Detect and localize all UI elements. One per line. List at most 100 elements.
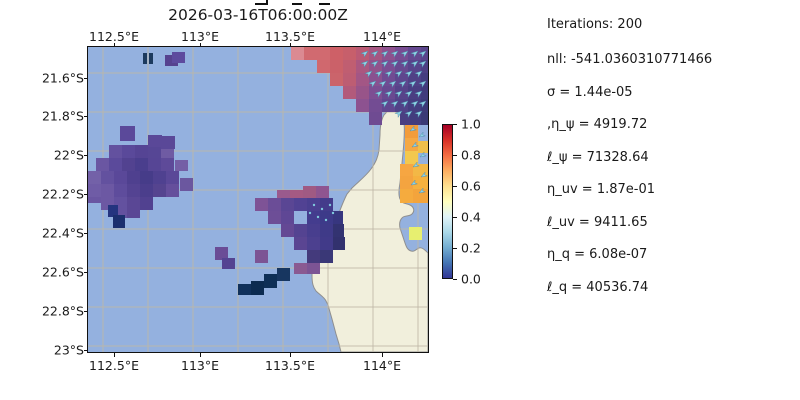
heat-cell [409,227,422,240]
quiver-arrow [384,70,393,79]
heat-cell [135,158,148,171]
axis-label-left: 23°S [53,342,84,358]
quiver-arrow [404,70,413,79]
heat-cell [333,237,345,250]
quiver-dot [312,203,316,207]
heat-cell [333,211,343,224]
heat-cell [421,73,428,86]
quiver-arrow [418,131,427,138]
quiver-arrow [400,50,409,59]
quiver-dot [324,218,328,222]
heat-cell [264,274,277,288]
axis-tick-left [83,77,88,79]
title-overline-mark [266,0,268,5]
heat-cell [88,171,101,184]
heat-cell [255,198,268,211]
quiver-arrow [374,70,383,79]
axis-tick-top [113,43,115,47]
heat-cell [343,47,356,60]
axis-label-left: 21.6°S [41,70,84,86]
heat-cell [330,47,343,60]
heat-cell [172,52,185,63]
heat-cell [149,53,153,64]
quiver-arrow [404,90,413,99]
heat-cell [166,184,179,197]
quiver-arrow [394,90,403,99]
heat-cell [408,86,421,99]
heat-cell [343,60,356,73]
quiver-arrow [418,60,427,69]
heat-cell [148,158,161,171]
heat-cell [317,47,330,60]
quiver-arrow [374,90,383,99]
heat-cell [238,284,251,295]
quiver-dot [320,207,324,211]
heat-cell [175,160,188,171]
axis-tick-left [83,310,88,312]
heat-cell [320,237,333,250]
heat-cell [421,86,428,99]
heat-cell [400,164,413,176]
quiver-arrow [410,50,419,59]
axis-tick-top [289,43,291,47]
quiver-arrow [410,100,419,109]
heat-cell [410,112,421,125]
quiver-arrow [418,80,427,89]
heat-cell [421,60,428,73]
colorbar-tick-label: 0.0 [461,271,481,287]
heat-cell [101,184,114,197]
quiver-arrow [410,179,419,186]
quiver-arrow [394,110,403,119]
quiver-arrow [418,187,427,194]
heat-cell [140,171,153,184]
axis-tick-left [83,349,88,351]
heat-cell [317,60,330,73]
map-canvas [88,47,429,353]
axis-label-left: 22.4°S [41,225,84,241]
quiver-arrow [388,80,397,89]
quiver-arrow [404,110,413,119]
heat-cell [294,224,307,237]
plot-title: 2026-03-16T06:00:00Z [168,6,348,24]
heat-cell [356,99,369,112]
quiver-arrow [400,60,409,69]
axis-label-bottom: 112.5°E [89,358,139,373]
quiver-dot [316,215,320,219]
heat-cell [127,197,140,210]
heat-cell [215,247,228,260]
heat-cell [114,184,127,197]
heat-cell [307,263,320,274]
title-overline-mark [292,3,302,5]
heat-cell [294,263,307,274]
heat-cell [160,136,175,149]
axis-tick-top [199,43,201,47]
axis-tick-top [381,43,383,47]
quiver-arrow [380,60,389,69]
quiver-arrow [360,50,369,59]
heat-cell [307,224,320,237]
heat-cell [88,197,101,203]
axis-label-top: 113.5°E [265,29,315,44]
heat-cell [122,158,135,171]
quiver-arrow [400,100,409,109]
colorbar-tick [453,247,457,249]
quiver-arrow [412,161,421,168]
heat-cell [135,145,148,158]
heat-cell [400,189,413,203]
heat-cell [127,171,140,184]
heat-cell [356,86,369,99]
map-plot-area [87,46,429,353]
quiver-dot [328,203,332,207]
heat-cell [140,197,153,210]
heat-cell [304,47,317,60]
heat-cell [413,189,428,203]
heat-cell [109,145,122,158]
axis-label-left: 22.6°S [41,264,84,280]
heat-cell [277,268,290,281]
heat-cell [114,171,127,184]
quiver-arrow [409,125,418,132]
heat-cell [101,171,114,184]
quiver-arrow [410,60,419,69]
axis-tick-bottom [381,352,383,357]
quiver-arrow [380,100,389,109]
